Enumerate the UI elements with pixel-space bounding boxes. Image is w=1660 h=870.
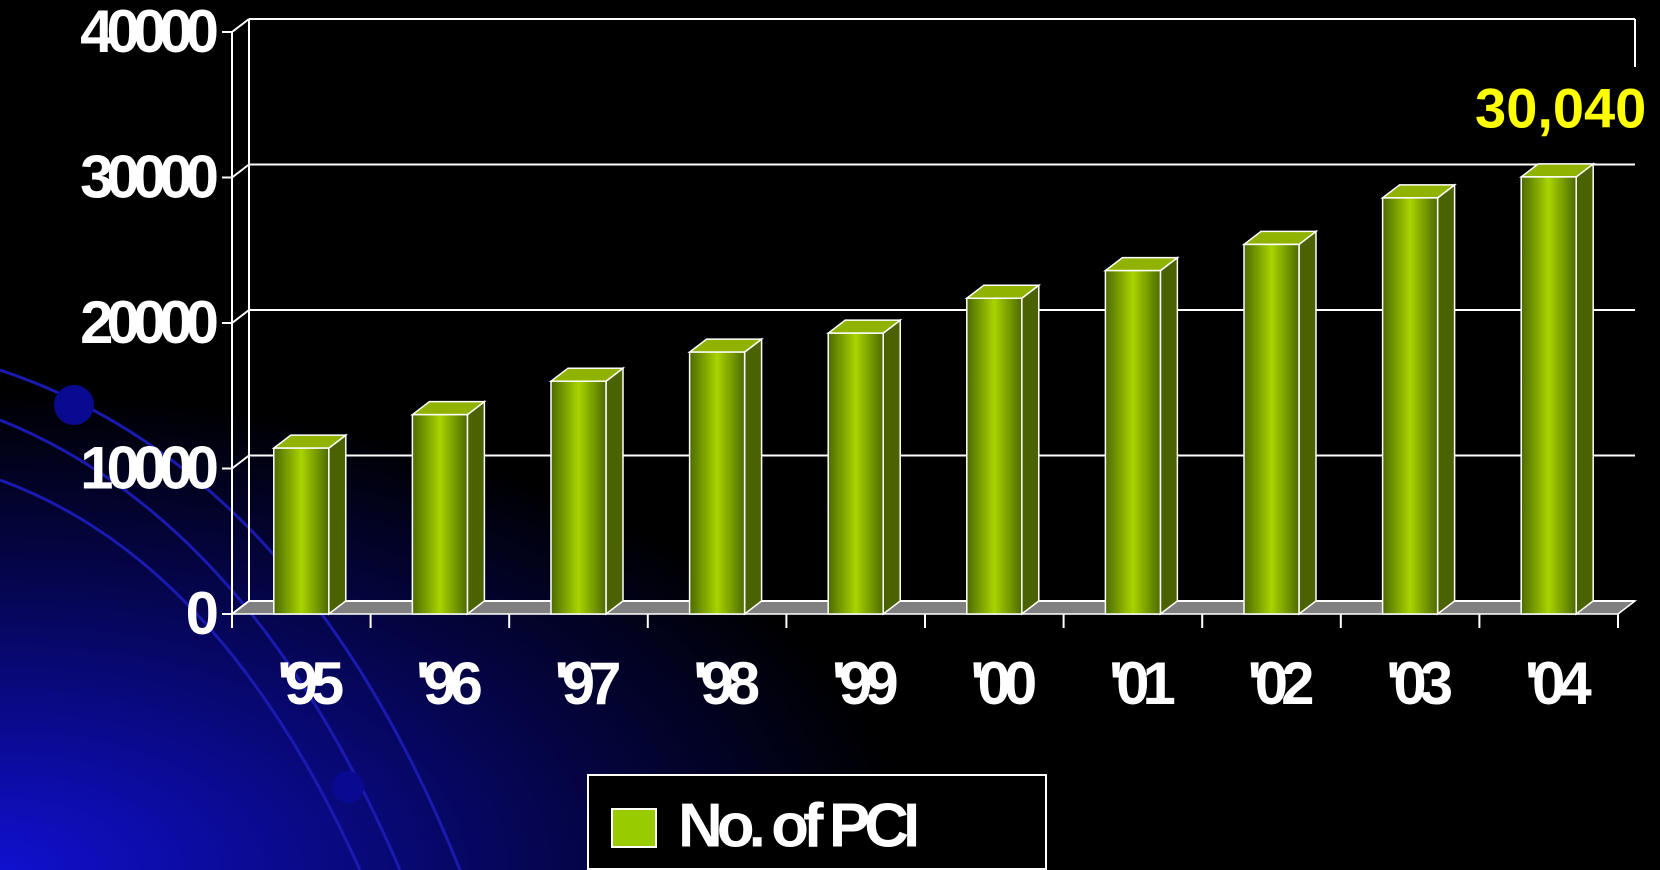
bar-front	[1381, 197, 1439, 615]
y-tick-label: 0	[186, 580, 217, 647]
y-tick-label: 30000	[80, 143, 216, 210]
legend-box	[587, 774, 1047, 870]
bar-front	[827, 332, 884, 615]
grid-line-depth	[231, 309, 250, 324]
grid-line-depth	[231, 163, 250, 179]
legend-swatch	[611, 808, 657, 848]
bar	[1518, 162, 1596, 616]
decoration-dot	[54, 385, 94, 425]
bar-side	[1298, 229, 1317, 616]
decoration-dot	[332, 771, 364, 803]
x-tick-label: '00	[970, 650, 1035, 717]
value-label: 30,040	[1475, 77, 1646, 140]
grid-line-depth	[231, 600, 250, 615]
bar	[687, 337, 764, 616]
grid-line-depth	[231, 454, 250, 470]
bar	[271, 433, 349, 616]
bar-front	[1243, 243, 1300, 615]
x-tick-label: '98	[693, 650, 759, 717]
bar-front	[1104, 269, 1162, 615]
bar-front	[1520, 176, 1577, 615]
bar-side	[1575, 162, 1594, 616]
bar-front	[688, 351, 746, 615]
bar-side	[1021, 283, 1040, 616]
x-tick-label: '01	[1109, 650, 1175, 717]
bar-side	[882, 318, 901, 616]
bar-front	[550, 380, 607, 615]
bar-side	[743, 337, 763, 616]
x-tick-label: '03	[1386, 650, 1452, 717]
bar	[548, 366, 626, 616]
bar	[825, 318, 903, 616]
bar	[964, 283, 1042, 616]
x-tick-label: '02	[1247, 650, 1312, 717]
x-tick-label: '97	[554, 650, 619, 717]
grid-line-depth	[231, 18, 250, 33]
bar-side	[466, 400, 486, 616]
bar-side	[605, 366, 624, 616]
bar	[1380, 183, 1457, 616]
bar	[410, 400, 487, 616]
bar-front	[966, 297, 1023, 615]
bar-side	[328, 433, 347, 616]
x-tick-label: '04	[1525, 650, 1593, 717]
y-tick-label: 40000	[80, 0, 216, 65]
bar	[1103, 256, 1180, 616]
y-tick-label: 10000	[80, 434, 216, 501]
legend-label: No. of PCI	[678, 791, 917, 860]
x-tick-label: '96	[416, 650, 482, 717]
bar-front	[411, 413, 469, 615]
x-tick-label: '95	[277, 650, 343, 717]
x-tick-label: '99	[832, 650, 898, 717]
bar	[1241, 229, 1319, 616]
y-tick-label: 20000	[80, 289, 216, 356]
bar-side	[1159, 256, 1179, 616]
bar-side	[1436, 183, 1456, 616]
bar-front	[273, 447, 330, 615]
